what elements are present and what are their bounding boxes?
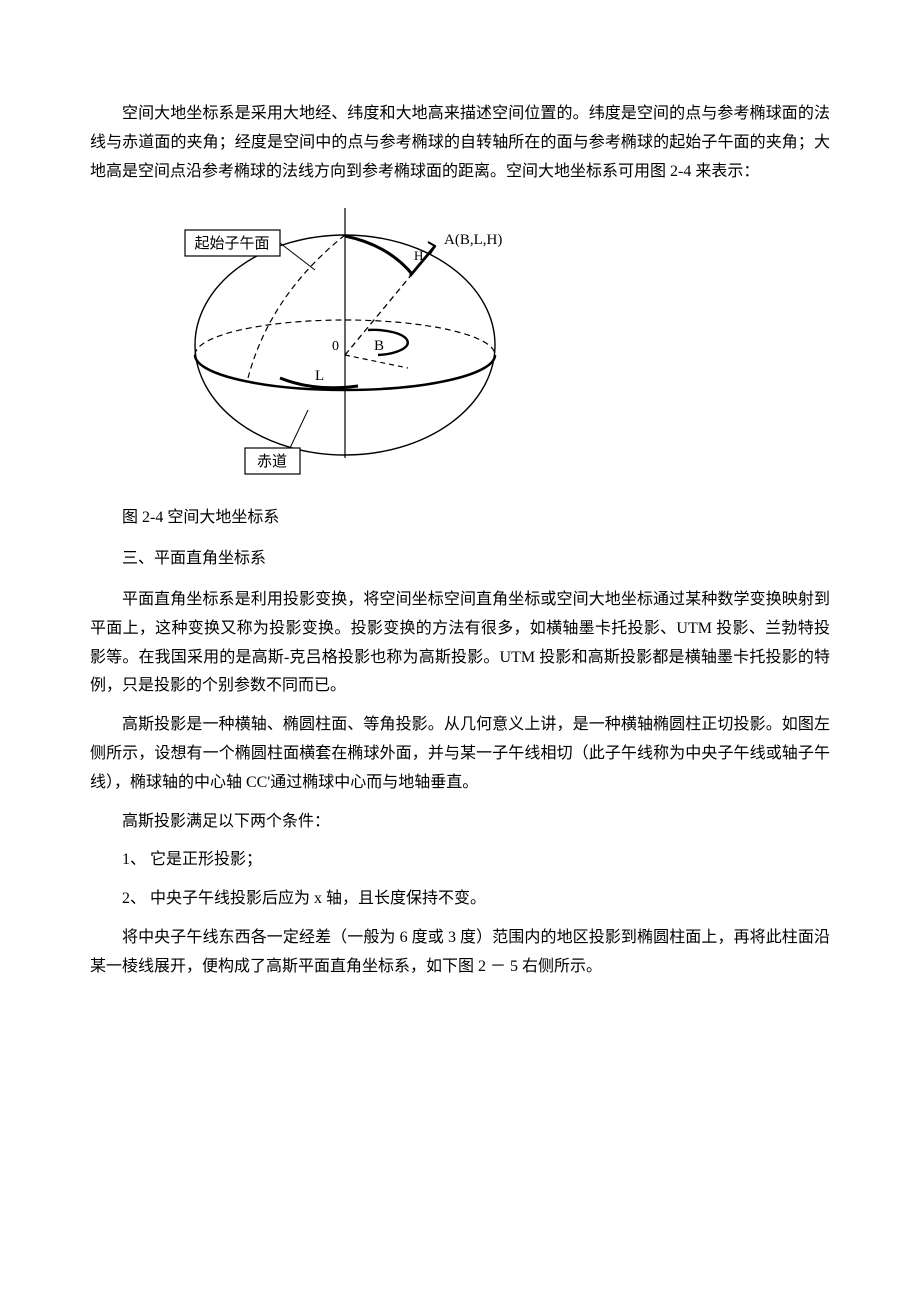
b-label: B <box>374 338 384 354</box>
paragraph-construction: 将中央子午线东西各一定经差（一般为 6 度或 3 度）范围内的地区投影到椭圆柱面… <box>90 924 830 982</box>
figure-2-4: 起始子午面 赤道 A(B,L,H) H B L 0 <box>150 200 540 490</box>
list-item-1: 1、 它是正形投影； <box>90 846 830 875</box>
meridian-label-text: 起始子午面 <box>194 235 269 252</box>
paragraph-gauss-def: 高斯投影是一种横轴、椭圆柱面、等角投影。从几何意义上讲，是一种横轴椭圆柱正切投影… <box>90 711 830 797</box>
list-item-2: 2、 中央子午线投影后应为 x 轴，且长度保持不变。 <box>90 885 830 914</box>
l-label: L <box>315 368 324 384</box>
equator-label-text: 赤道 <box>257 453 287 470</box>
paragraph-proj-intro: 平面直角坐标系是利用投影变换，将空间坐标空间直角坐标或空间大地坐标通过某种数学变… <box>90 586 830 701</box>
meridian-label-leader <box>280 243 315 270</box>
origin-label: 0 <box>332 339 339 354</box>
paragraph-intro: 空间大地坐标系是采用大地经、纬度和大地高来描述空间位置的。纬度是空间的点与参考椭… <box>90 100 830 186</box>
equator-projection-line <box>345 355 408 368</box>
meridian-a-arc <box>345 236 412 274</box>
equator-label-leader <box>290 410 308 448</box>
paragraph-conditions-intro: 高斯投影满足以下两个条件： <box>90 808 830 837</box>
coordinate-diagram: 起始子午面 赤道 A(B,L,H) H B L 0 <box>150 200 540 490</box>
h-label: H <box>414 248 423 263</box>
point-a-label: A(B,L,H) <box>444 232 502 248</box>
figure-caption-2-4: 图 2-4 空间大地坐标系 <box>90 504 830 533</box>
section-heading-3: 三、平面直角坐标系 <box>90 545 830 574</box>
